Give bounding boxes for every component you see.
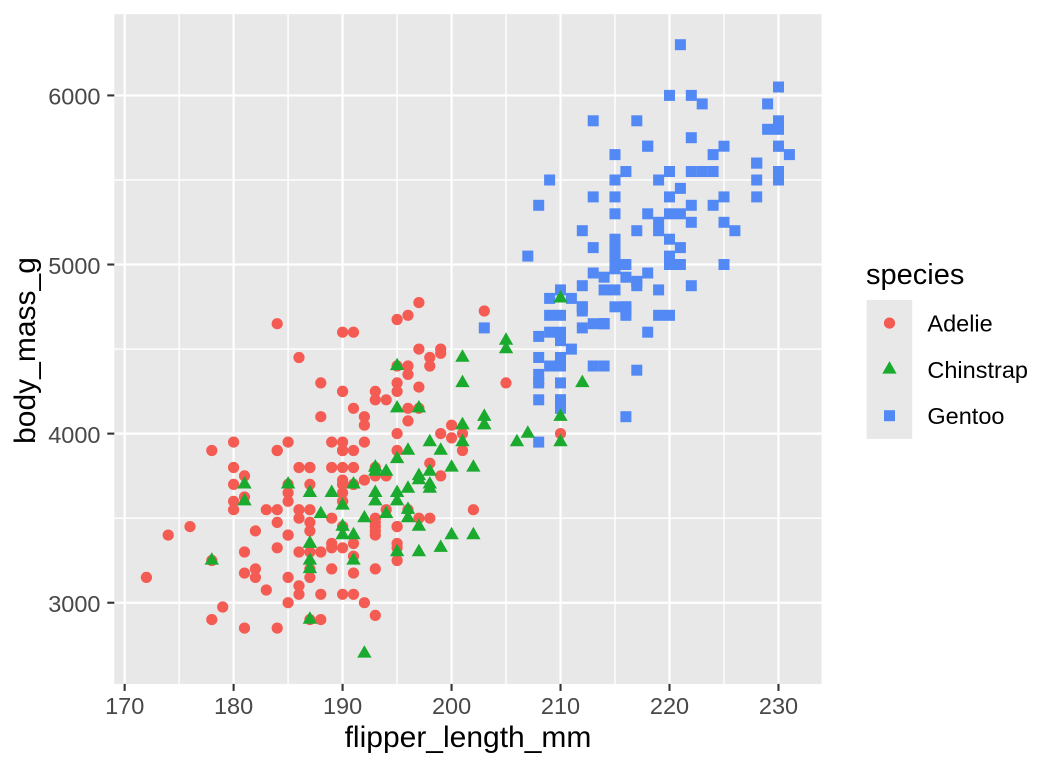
svg-text:190: 190 <box>323 693 362 719</box>
svg-text:body_mass_g: body_mass_g <box>9 257 42 444</box>
svg-text:flipper_length_mm: flipper_length_mm <box>345 721 592 754</box>
svg-text:180: 180 <box>214 693 253 719</box>
svg-text:200: 200 <box>432 693 471 719</box>
svg-text:Gentoo: Gentoo <box>927 403 1004 429</box>
svg-text:5000: 5000 <box>48 253 100 279</box>
svg-text:230: 230 <box>759 693 798 719</box>
svg-text:3000: 3000 <box>48 591 100 617</box>
svg-text:220: 220 <box>650 693 689 719</box>
svg-text:Chinstrap: Chinstrap <box>927 357 1028 383</box>
svg-text:6000: 6000 <box>48 84 100 110</box>
svg-text:4000: 4000 <box>48 422 100 448</box>
svg-text:Adelie: Adelie <box>927 310 992 336</box>
svg-text:species: species <box>866 259 964 291</box>
svg-text:170: 170 <box>105 693 144 719</box>
svg-text:210: 210 <box>541 693 580 719</box>
